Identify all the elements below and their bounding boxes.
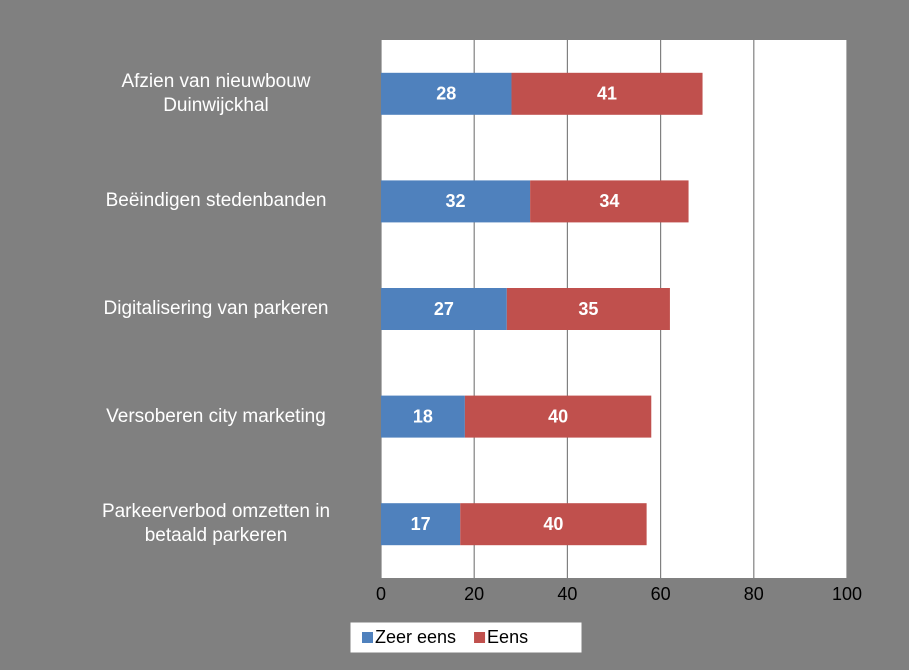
x-tick-label: 100 <box>832 584 862 604</box>
data-label: 28 <box>436 84 456 104</box>
legend-swatch <box>362 632 373 643</box>
bar-segment <box>381 180 531 223</box>
category-label: Afzien van nieuwbouw Duinwijckhal <box>121 70 311 116</box>
data-label: 40 <box>543 514 563 534</box>
bar-segment <box>381 72 512 115</box>
data-label: 32 <box>446 191 466 211</box>
bar-segment <box>381 395 465 438</box>
category-label: Parkeerverbod omzetten in betaald parker… <box>101 501 331 547</box>
data-label: 27 <box>434 299 454 319</box>
bar-segment <box>511 72 703 115</box>
x-tick-label: 60 <box>651 584 671 604</box>
bar-segment <box>530 180 689 223</box>
legend: Zeer eens Eens <box>349 621 583 654</box>
bar-segment <box>506 288 670 330</box>
data-label: 35 <box>578 299 598 319</box>
x-tick-label: 20 <box>464 584 484 604</box>
legend-swatch <box>474 632 486 643</box>
legend-label: Eens <box>487 627 528 647</box>
bar-segment <box>464 395 652 438</box>
data-label: 34 <box>599 191 619 211</box>
legend-label: Zeer eens <box>375 627 456 647</box>
category-label: Beëindigen stedenbanden <box>105 190 327 212</box>
x-tick-label: 80 <box>744 584 764 604</box>
bar-segment <box>381 503 461 546</box>
data-label: 40 <box>548 406 568 426</box>
legend-box <box>349 621 583 654</box>
data-label: 41 <box>597 84 617 104</box>
x-tick-label: 40 <box>557 584 577 604</box>
x-tick-label: 0 <box>376 584 386 604</box>
bar-segment <box>460 503 647 546</box>
category-label: Digitalisering van parkeren <box>103 298 329 319</box>
category-label: Versoberen city marketing <box>106 405 326 427</box>
bar-segment <box>381 288 507 330</box>
data-label: 17 <box>411 514 431 534</box>
data-label: 18 <box>413 406 433 426</box>
